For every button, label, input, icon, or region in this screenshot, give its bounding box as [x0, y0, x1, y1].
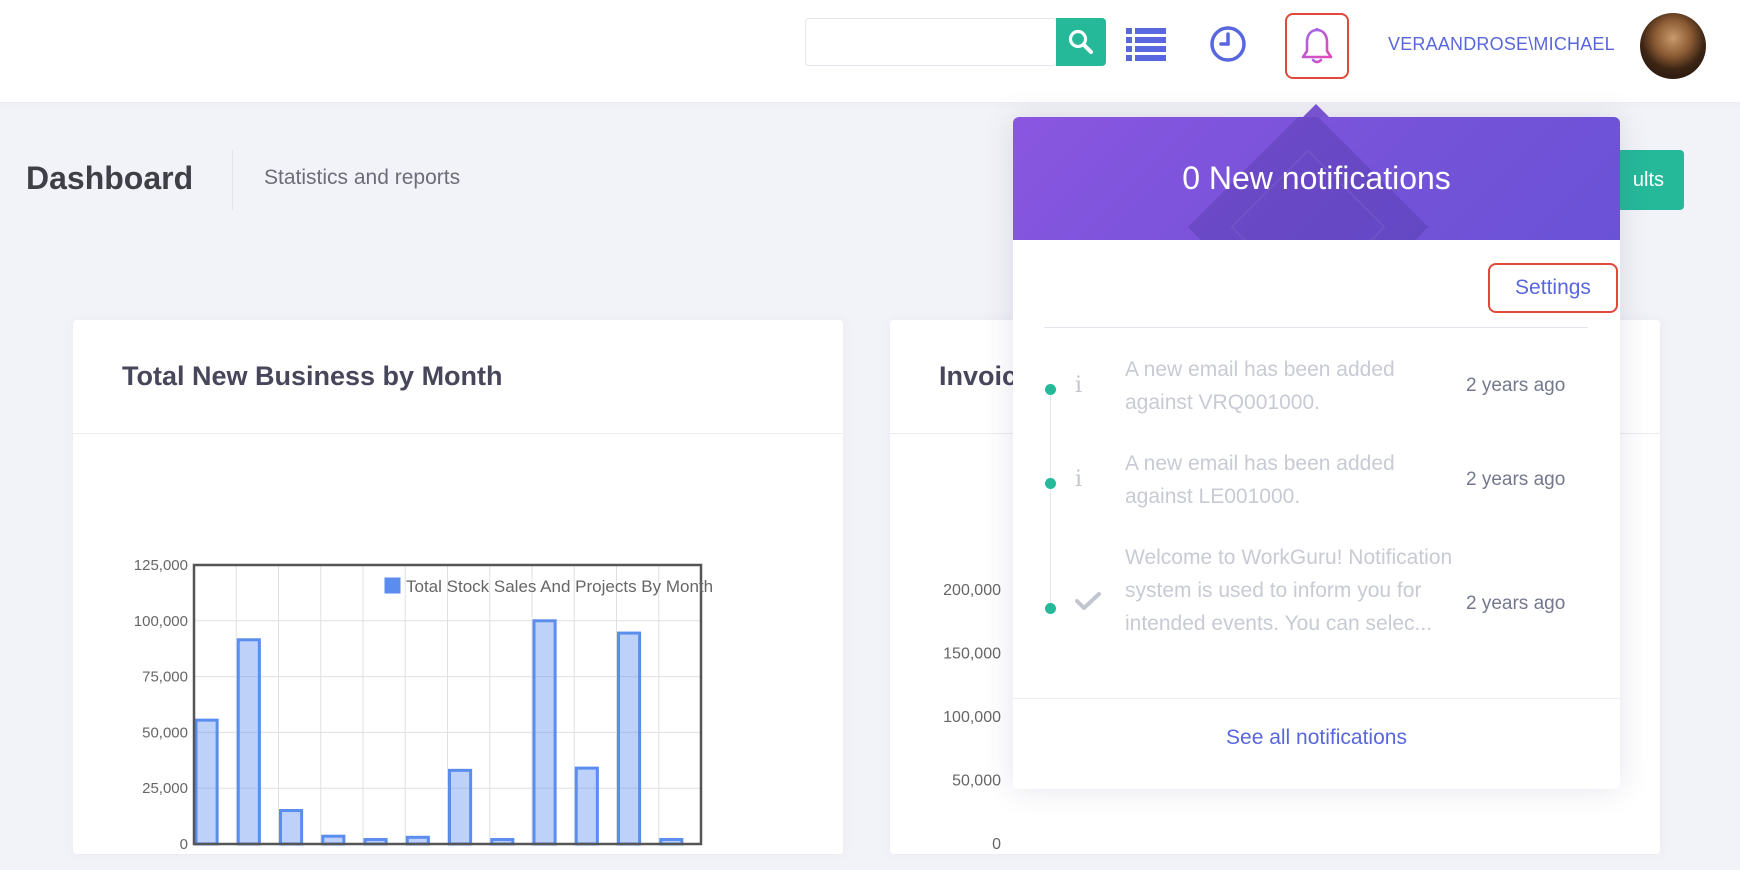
search-input[interactable]	[805, 18, 1057, 66]
x-tick-label: May	[1471, 853, 1504, 854]
bar	[236, 638, 261, 846]
new-business-chart: 0 25,000 50,000 75,000 100,000 125,000 Jun Jul A…	[134, 557, 713, 854]
x-tick-label: Aug	[276, 853, 306, 854]
y-tick-label: 150,000	[943, 646, 1001, 663]
notification-time: 2 years ago	[1466, 593, 1566, 614]
bar	[617, 631, 642, 846]
y-tick-label: 50,000	[952, 773, 1001, 790]
bell-icon	[1301, 27, 1333, 64]
notifications-button[interactable]	[1285, 13, 1349, 79]
x-tick-label: Nov	[403, 853, 434, 854]
divider	[1044, 327, 1588, 328]
portlet-header: Total New Business by Month	[73, 320, 843, 434]
x-tick-label: Jul	[1046, 853, 1068, 854]
bar	[448, 768, 473, 846]
timeline-line	[1050, 384, 1051, 608]
x-tick-label: Jun	[193, 853, 220, 854]
page-subtitle: Statistics and reports	[264, 166, 461, 189]
notification-item[interactable]: i A new email has been added against LE0…	[1013, 447, 1620, 523]
recent-button[interactable]	[1204, 20, 1252, 68]
status-dot	[1045, 478, 1056, 489]
new-business-portlet: Total New Business by Month 0 25,000 50,00…	[73, 320, 843, 854]
x-tick-label: Jan	[1301, 853, 1328, 854]
notifications-title: 0 New notifications	[1182, 160, 1451, 196]
notification-text: A new email has been added against VRQ00…	[1125, 358, 1395, 414]
x-tick-label: Sep	[1128, 853, 1158, 854]
portlet-title: Total New Business by Month	[122, 361, 503, 391]
y-tick-label: 75,000	[142, 669, 188, 686]
x-tick-label: Nov	[1214, 853, 1245, 854]
x-tick-label: Mar	[572, 853, 602, 854]
x-tick-label: Apr	[1431, 853, 1458, 854]
notification-text: Welcome to WorkGuru! Notification system…	[1125, 546, 1453, 635]
y-tick-label: 200,000	[943, 582, 1001, 599]
x-tick-label: Oct	[362, 853, 389, 854]
x-tick-label: May	[655, 853, 688, 854]
user-name[interactable]: VERAANDROSE\MICHAEL	[1388, 34, 1615, 54]
x-tick-label: Dec	[445, 853, 476, 854]
y-tick-label: 50,000	[142, 724, 188, 741]
y-tick-label: 100,000	[134, 613, 188, 630]
dropdown-arrow	[1302, 104, 1330, 118]
x-tick-label: Jan	[489, 853, 516, 854]
x-tick-label: Sep	[318, 853, 348, 854]
top-header: VERAANDROSE\MICHAEL	[0, 0, 1740, 102]
legend-swatch	[383, 576, 402, 595]
x-tick-label: Mar	[1386, 853, 1416, 854]
portlet-title: Invoic	[939, 361, 1018, 391]
check-icon	[1075, 591, 1101, 617]
divider	[1013, 698, 1620, 699]
subheader-divider	[232, 150, 233, 210]
info-icon: i	[1075, 373, 1083, 398]
search-icon	[1068, 29, 1093, 54]
notification-item[interactable]: i A new email has been added against VRQ…	[1013, 353, 1620, 429]
y-tick-label: 0	[992, 836, 1001, 853]
list-icon	[1126, 28, 1166, 61]
x-tick-label: Apr	[616, 853, 643, 854]
bar	[194, 718, 219, 846]
bar	[532, 619, 557, 846]
info-icon: i	[1075, 467, 1083, 492]
notification-time: 2 years ago	[1466, 375, 1566, 396]
y-tick-label: 0	[180, 836, 188, 853]
x-tick-label: Oct	[1173, 853, 1200, 854]
x-tick-label: Aug	[1085, 853, 1115, 854]
y-tick-label: 25,000	[142, 780, 188, 797]
avatar[interactable]	[1640, 13, 1706, 79]
notification-text: A new email has been added against LE001…	[1125, 452, 1395, 508]
notifications-header: 0 New notifications	[1013, 117, 1620, 240]
x-tick-label: Jul	[238, 853, 260, 854]
x-tick-label: Dec	[1257, 853, 1288, 854]
notifications-dropdown: 0 New notifications Settings i A new ema…	[1013, 117, 1620, 789]
bar	[574, 766, 599, 846]
see-all-notifications-link[interactable]: See all notifications	[1226, 726, 1407, 749]
clock-icon	[1210, 26, 1246, 62]
y-tick-label: 125,000	[134, 557, 188, 574]
notification-settings-link[interactable]: Settings	[1488, 263, 1618, 313]
page-title: Dashboard	[26, 160, 194, 196]
x-tick-label: Feb	[530, 853, 559, 854]
status-dot	[1045, 603, 1056, 614]
status-dot	[1045, 384, 1056, 395]
plot-frame	[192, 563, 703, 846]
list-button[interactable]	[1122, 20, 1170, 68]
bar	[279, 809, 304, 846]
legend-label: Total Stock Sales And Projects By Month	[406, 577, 713, 596]
notification-item[interactable]: Welcome to WorkGuru! Notification system…	[1013, 541, 1620, 681]
x-tick-label: Feb	[1343, 853, 1372, 854]
search-button[interactable]	[1056, 18, 1106, 66]
x-tick-label: Jun	[1000, 853, 1027, 854]
y-tick-label: 100,000	[943, 709, 1001, 726]
notification-time: 2 years ago	[1466, 469, 1566, 490]
invoice-chart: 0 50,000 100,000 150,000 200,000 Jun Jul Aug Sep…	[943, 582, 1504, 854]
